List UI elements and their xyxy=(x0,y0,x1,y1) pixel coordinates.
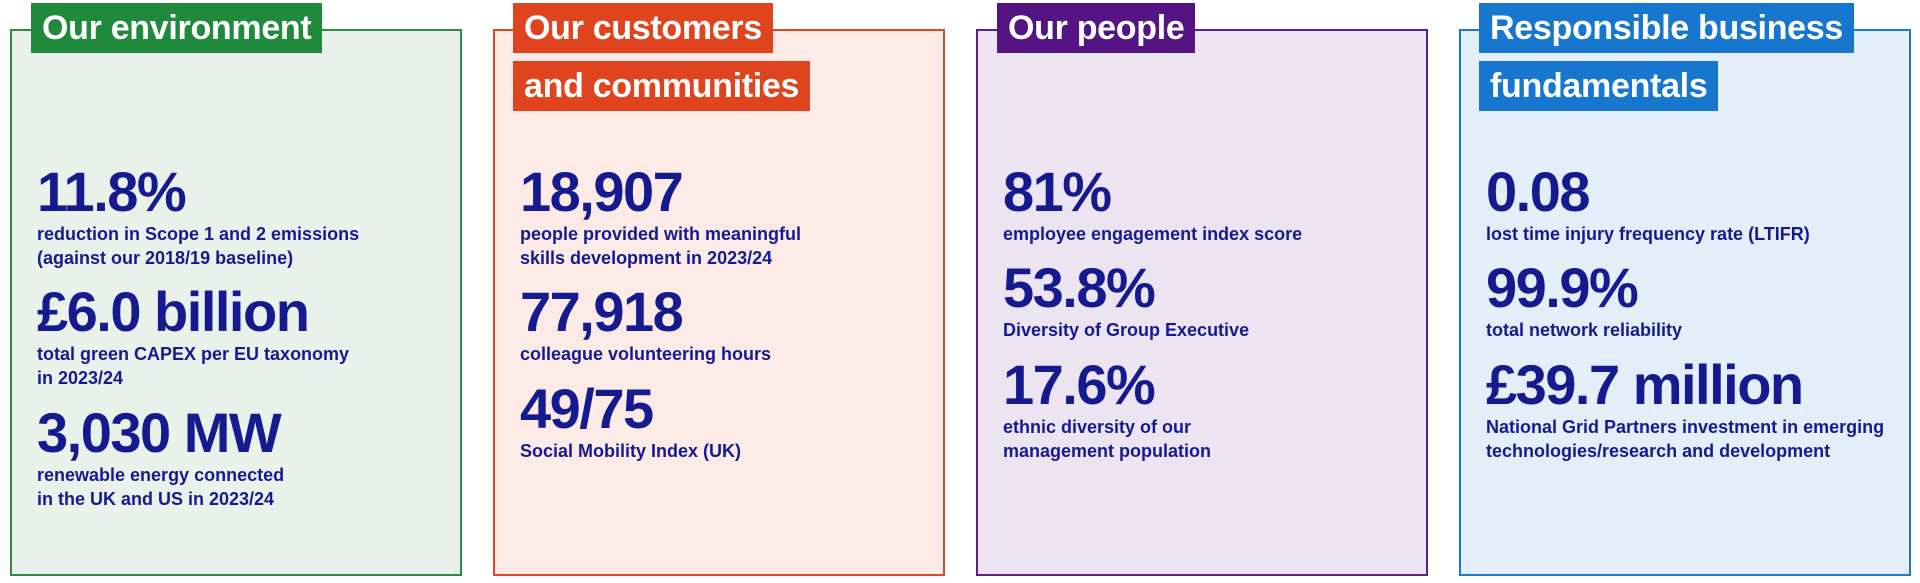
panel-title-environment: Our environment xyxy=(31,3,323,53)
metric-description: colleague volunteering hours xyxy=(520,344,772,364)
metric-ltifr: 0.08 lost time injury frequency rate (LT… xyxy=(1486,164,1810,246)
metric-ethnic-diversity: 17.6% ethnic diversity of our management… xyxy=(1003,357,1211,463)
metric-description: ethnic diversity of our management popul… xyxy=(1003,417,1212,461)
metric-partners-investment: £39.7 million National Grid Partners inv… xyxy=(1486,357,1884,463)
panel-people: 81% employee engagement index score 53.8… xyxy=(976,29,1428,576)
metric-description: people provided with meaningful skills d… xyxy=(520,224,802,268)
metric-value: 11.8% xyxy=(37,160,187,223)
metric-green-capex: £6.0 billion total green CAPEX per EU ta… xyxy=(37,284,349,390)
metric-value: £39.7 million xyxy=(1486,353,1804,416)
metric-skills-development: 18,907 people provided with meaningful s… xyxy=(520,164,801,270)
panel-customers-communities: 18,907 people provided with meaningful s… xyxy=(493,29,945,576)
metric-value: 53.8% xyxy=(1003,256,1156,319)
metric-group-executive-diversity: 53.8% Diversity of Group Executive xyxy=(1003,260,1249,342)
metric-volunteering-hours: 77,918 colleague volunteering hours xyxy=(520,284,771,366)
metric-social-mobility: 49/75 Social Mobility Index (UK) xyxy=(520,381,741,463)
metric-value: 99.9% xyxy=(1486,256,1639,319)
metric-value: 0.08 xyxy=(1486,160,1590,223)
metric-description: employee engagement index score xyxy=(1003,224,1303,244)
metric-emissions-reduction: 11.8% reduction in Scope 1 and 2 emissio… xyxy=(37,164,359,270)
metric-description: total green CAPEX per EU taxonomy in 202… xyxy=(37,344,350,388)
panel-title-responsible-line1: Responsible business xyxy=(1479,3,1854,53)
metric-value: 18,907 xyxy=(520,160,684,223)
panel-responsible-business: 0.08 lost time injury frequency rate (LT… xyxy=(1459,29,1911,576)
metric-engagement-score: 81% employee engagement index score xyxy=(1003,164,1302,246)
metric-description: lost time injury frequency rate (LTIFR) xyxy=(1486,224,1810,244)
metric-network-reliability: 99.9% total network reliability xyxy=(1486,260,1682,342)
metric-value: 3,030 MW xyxy=(37,401,282,464)
metric-description: National Grid Partners investment in eme… xyxy=(1486,417,1885,461)
panel-environment: 11.8% reduction in Scope 1 and 2 emissio… xyxy=(10,29,462,576)
panel-title-customers-line2: and communities xyxy=(513,61,811,111)
metric-value: 17.6% xyxy=(1003,353,1156,416)
panel-title-customers-line1: Our customers xyxy=(513,3,773,53)
metric-description: Social Mobility Index (UK) xyxy=(520,441,742,461)
metric-value: £6.0 billion xyxy=(37,280,310,343)
metric-description: Diversity of Group Executive xyxy=(1003,320,1250,340)
metric-value: 49/75 xyxy=(520,377,654,440)
metric-description: total network reliability xyxy=(1486,320,1683,340)
panel-title-responsible-line2: fundamentals xyxy=(1479,61,1719,111)
metric-value: 81% xyxy=(1003,160,1112,223)
panel-title-people: Our people xyxy=(997,3,1196,53)
metric-renewable-energy: 3,030 MW renewable energy connected in t… xyxy=(37,405,284,511)
metric-value: 77,918 xyxy=(520,280,684,343)
metric-description: renewable energy connected in the UK and… xyxy=(37,465,285,509)
metric-description: reduction in Scope 1 and 2 emissions (ag… xyxy=(37,224,360,268)
